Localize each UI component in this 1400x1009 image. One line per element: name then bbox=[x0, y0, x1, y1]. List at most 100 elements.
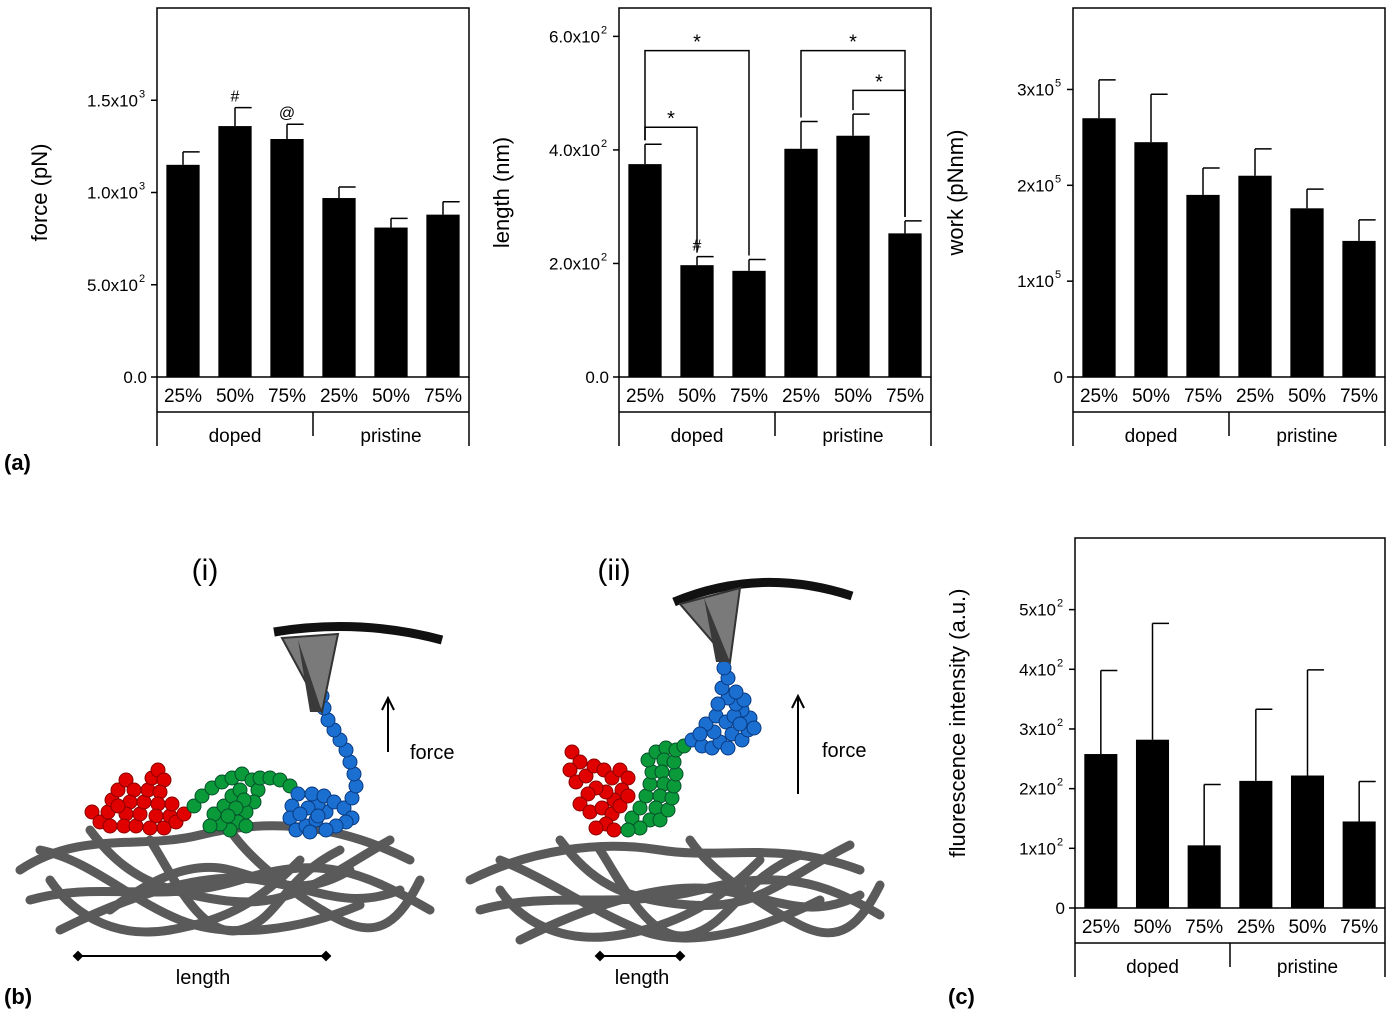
x-tick-label: 25% bbox=[1082, 917, 1120, 938]
y-tick-exponent: 2 bbox=[139, 273, 145, 285]
x-tick-label: 75% bbox=[886, 386, 924, 407]
bar-annotation: # bbox=[231, 89, 240, 106]
bar-annotation: @ bbox=[279, 105, 295, 122]
y-tick-exponent: 5 bbox=[1055, 77, 1061, 89]
x-tick-label: 50% bbox=[834, 386, 872, 407]
x-tick-label: 25% bbox=[782, 386, 820, 407]
group-label: doped bbox=[1126, 957, 1179, 978]
y-tick-exponent: 2 bbox=[601, 24, 607, 36]
y-tick-label: 1x10 bbox=[1017, 272, 1054, 291]
x-tick-label: 25% bbox=[164, 386, 202, 407]
y-tick-label: 0 bbox=[1054, 368, 1063, 387]
x-tick-label: 50% bbox=[372, 386, 410, 407]
bar bbox=[322, 198, 356, 377]
y-tick-exponent: 2 bbox=[1057, 836, 1063, 848]
plot-frame bbox=[1072, 7, 1386, 378]
bar bbox=[888, 233, 922, 377]
y-tick-label: 1x10 bbox=[1019, 839, 1056, 858]
x-tick-label: 50% bbox=[216, 386, 254, 407]
bar bbox=[784, 148, 818, 377]
group-label: pristine bbox=[360, 426, 421, 447]
y-tick-label: 2.0x10 bbox=[549, 254, 600, 273]
y-tick-exponent: 2 bbox=[1057, 777, 1063, 789]
plot-frame bbox=[156, 7, 470, 378]
x-tick-label: 50% bbox=[1133, 917, 1171, 938]
y-tick-label: 0 bbox=[1056, 899, 1065, 918]
force-arrow-ii bbox=[791, 693, 805, 794]
bar bbox=[1239, 780, 1273, 908]
y-axis-label: work (pNnm) bbox=[943, 130, 968, 257]
afm-tip-i bbox=[273, 622, 444, 715]
bar bbox=[166, 164, 200, 377]
significance-star: * bbox=[667, 108, 675, 130]
group-label: pristine bbox=[1276, 426, 1337, 447]
x-tick-label: 75% bbox=[1185, 917, 1223, 938]
y-tick-label: 1.5x10 bbox=[87, 91, 138, 110]
force-label-ii: force bbox=[822, 740, 866, 762]
protein-green-domain-i bbox=[186, 766, 298, 838]
x-tick-label: 25% bbox=[1237, 917, 1275, 938]
y-tick-exponent: 5 bbox=[1055, 173, 1061, 185]
significance-bracket bbox=[852, 89, 906, 217]
y-tick-exponent: 2 bbox=[601, 138, 607, 150]
significance-star: * bbox=[849, 32, 857, 54]
y-axis-label: force (pN) bbox=[27, 144, 52, 242]
schematic-label-ii: (ii) bbox=[597, 554, 630, 587]
afm-tip-ii bbox=[672, 577, 854, 665]
panel-label-c: (c) bbox=[948, 984, 975, 1009]
x-tick-label: 50% bbox=[1288, 386, 1326, 407]
x-tick-label: 75% bbox=[1184, 386, 1222, 407]
y-axis-label: fluorescence intensity (a.u.) bbox=[945, 588, 970, 857]
group-label: doped bbox=[209, 426, 262, 447]
bar bbox=[1342, 240, 1376, 377]
group-label: doped bbox=[1125, 426, 1178, 447]
schematic-ii: (ii) force bbox=[465, 554, 885, 989]
schematic-label-i: (i) bbox=[192, 554, 219, 587]
y-tick-label: 6.0x10 bbox=[549, 27, 600, 46]
y-tick-label: 5x10 bbox=[1019, 601, 1056, 620]
panel-label-a: (a) bbox=[4, 450, 31, 475]
length-bar-ii bbox=[594, 950, 686, 962]
bar bbox=[628, 164, 662, 377]
x-tick-label: 50% bbox=[1288, 917, 1326, 938]
significance-star: * bbox=[693, 32, 701, 54]
y-tick-exponent: 3 bbox=[139, 181, 145, 193]
y-tick-label: 0.0 bbox=[123, 368, 147, 387]
y-tick-label: 1.0x10 bbox=[87, 184, 138, 203]
bar bbox=[1238, 175, 1272, 377]
y-tick-label: 2x10 bbox=[1019, 780, 1056, 799]
x-tick-label: 25% bbox=[320, 386, 358, 407]
y-tick-label: 4x10 bbox=[1019, 660, 1056, 679]
bar bbox=[374, 227, 408, 377]
y-tick-label: 2x10 bbox=[1017, 176, 1054, 195]
bar bbox=[836, 135, 870, 377]
x-tick-label: 50% bbox=[678, 386, 716, 407]
panel-label-b: (b) bbox=[4, 984, 32, 1009]
bar bbox=[1084, 754, 1118, 908]
bar bbox=[1290, 775, 1325, 908]
plot-frame bbox=[1074, 537, 1386, 909]
force-label-i: force bbox=[410, 742, 454, 764]
protein-red-domain-i bbox=[84, 762, 192, 836]
y-tick-label: 3x10 bbox=[1019, 720, 1056, 739]
bar bbox=[680, 265, 714, 377]
x-tick-label: 75% bbox=[268, 386, 306, 407]
y-tick-exponent: 2 bbox=[1057, 657, 1063, 669]
bar bbox=[1342, 821, 1376, 908]
bar bbox=[1135, 739, 1170, 908]
plot-frame bbox=[618, 7, 932, 378]
y-axis-label: length (nm) bbox=[489, 137, 514, 248]
y-tick-exponent: 2 bbox=[1057, 717, 1063, 729]
x-tick-label: 50% bbox=[1132, 386, 1170, 407]
bar bbox=[1082, 118, 1116, 378]
y-tick-exponent: 2 bbox=[1057, 598, 1063, 610]
significance-star: * bbox=[875, 71, 883, 93]
group-label: doped bbox=[671, 426, 724, 447]
x-tick-label: 75% bbox=[1340, 386, 1378, 407]
bar bbox=[1186, 194, 1220, 377]
y-tick-label: 0.0 bbox=[585, 368, 609, 387]
